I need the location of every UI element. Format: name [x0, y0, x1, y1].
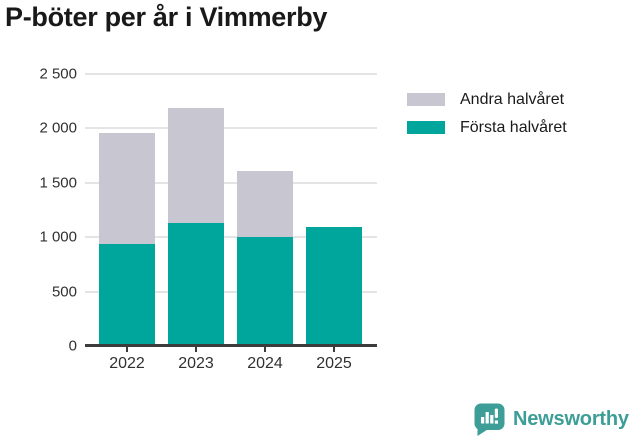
x-axis-tick	[264, 347, 266, 352]
legend-swatch	[407, 121, 445, 134]
gridline	[85, 181, 377, 184]
legend-item: Andra halvåret	[407, 90, 567, 108]
legend: Andra halvåret Första halvåret	[407, 90, 567, 149]
y-axis-label: 2 500	[39, 65, 77, 83]
gridline	[85, 73, 377, 75]
y-axis-label: 0	[68, 337, 77, 355]
x-axis-tick	[126, 347, 128, 352]
x-axis-label: 2024	[247, 355, 283, 372]
brand-name: Newsworthy	[513, 408, 629, 430]
bar-segment	[168, 223, 224, 346]
bar-segment	[99, 133, 155, 244]
bar-segment	[237, 237, 293, 346]
gridline	[85, 290, 377, 293]
bar-segment	[306, 227, 362, 346]
bar-segment	[237, 170, 293, 238]
x-axis-tick	[333, 347, 335, 352]
y-axis-label: 2 000	[39, 119, 77, 137]
x-axis-label: 2022	[109, 355, 145, 372]
y-axis-label: 500	[51, 283, 77, 301]
x-axis-line	[85, 344, 377, 347]
brand-footer: Newsworthy	[473, 402, 629, 437]
x-axis-label: 2025	[316, 355, 352, 372]
newsworthy-logo-icon	[474, 403, 505, 436]
chart-title: P-böter per år i Vimmerby	[5, 2, 328, 32]
bar-segment	[99, 243, 155, 346]
gridline	[85, 236, 377, 239]
y-axis-label: 1 000	[39, 228, 77, 246]
y-axis-label: 1 500	[39, 174, 77, 192]
x-axis-label: 2023	[178, 355, 214, 372]
plot-area: 0 500 1 000 1 500 2 000 2 500 2022 2023 2024 2025	[39, 66, 377, 372]
legend-swatch	[407, 93, 445, 106]
gridline	[85, 127, 377, 130]
legend-item: Första halvåret	[407, 118, 567, 136]
bar-segment	[168, 107, 224, 224]
legend-label: Första halvåret	[460, 118, 567, 136]
legend-label: Andra halvåret	[460, 90, 565, 108]
x-axis-tick	[195, 347, 197, 352]
